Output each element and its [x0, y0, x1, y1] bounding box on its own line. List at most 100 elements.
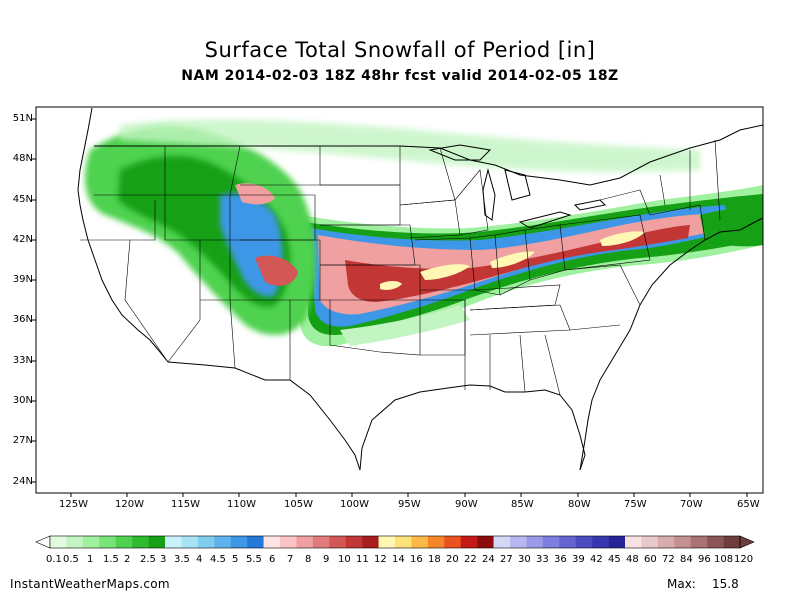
legend-swatch [165, 536, 182, 548]
legend-swatch [608, 536, 626, 548]
legend-swatch [214, 536, 232, 548]
legend-label: 36 [554, 554, 567, 565]
legend-label: 12 [374, 554, 387, 565]
legend-label: 6 [269, 554, 276, 565]
legend-swatch [592, 536, 609, 548]
legend-swatch [230, 536, 248, 548]
legend-label: 14 [392, 554, 405, 565]
lon-label-105w: 105W [284, 499, 313, 510]
legend-label: 4 [196, 554, 203, 565]
legend-label: 2.5 [140, 554, 156, 565]
legend-swatch [247, 536, 264, 548]
legend-label: 33 [536, 554, 549, 565]
legend-swatch [148, 536, 166, 548]
lon-label-110w: 110W [227, 499, 256, 510]
lon-ticks [70, 493, 748, 497]
legend-swatch [559, 536, 577, 548]
legend-label: 30 [518, 554, 531, 565]
lat-label-30n: 30N [12, 395, 33, 406]
gulf-coastline [359, 384, 586, 471]
lake-superior [428, 144, 492, 161]
lake-huron [504, 169, 531, 201]
legend-label: 60 [644, 554, 657, 565]
legend-label: 9 [323, 554, 330, 565]
legend-swatch [477, 536, 494, 548]
legend-swatch [444, 536, 462, 548]
legend-swatch [378, 536, 396, 548]
legend-swatch [312, 536, 330, 548]
lon-label-125w: 125W [59, 499, 88, 510]
legend-swatch [329, 536, 347, 548]
legend-label: 8 [305, 554, 312, 565]
legend-label: 16 [410, 554, 423, 565]
legend-label: 39 [572, 554, 585, 565]
legend-swatch [641, 536, 659, 548]
legend-swatch [197, 536, 215, 548]
lat-ticks [32, 118, 36, 483]
lat-label-51n: 51N [12, 113, 33, 124]
snow-max-yellow-4 [380, 281, 402, 290]
legend-label: 108 [714, 554, 734, 565]
legend-swatch [280, 536, 297, 548]
legend-label: 10 [338, 554, 351, 565]
legend-label: 11 [356, 554, 369, 565]
lon-label-115w: 115W [171, 499, 200, 510]
legend-arrow-low [35, 535, 51, 549]
legend-label: 2 [124, 554, 131, 565]
lon-label-100w: 100W [340, 499, 369, 510]
legend-label: 1.5 [103, 554, 119, 565]
lat-label-24n: 24N [12, 476, 33, 487]
credit-text: InstantWeatherMaps.com [10, 577, 170, 591]
legend-label: 72 [662, 554, 675, 565]
lon-label-90w: 90W [455, 499, 478, 510]
legend-colorbar [35, 535, 755, 549]
legend-label: 20 [446, 554, 459, 565]
lat-label-45n: 45N [12, 194, 33, 205]
legend-label: 5.5 [246, 554, 262, 565]
map-title: Surface Total Snowfall of Period [in] [204, 38, 596, 62]
legend-label: 18 [428, 554, 441, 565]
legend-label: 42 [590, 554, 603, 565]
mexico-border [167, 361, 361, 471]
lon-label-80w: 80W [568, 499, 591, 510]
legend-label: 120 [734, 554, 754, 565]
snow-max-yellow-2 [490, 251, 535, 268]
lake-erie [518, 211, 572, 229]
legend-swatch [690, 536, 708, 548]
legend-swatch [296, 536, 314, 548]
lon-label-65w: 65W [737, 499, 760, 510]
lon-label-85w: 85W [511, 499, 534, 510]
legend-swatch [625, 536, 642, 548]
legend-swatch [510, 536, 527, 548]
legend-swatch [263, 536, 281, 548]
legend-label: 0.1 [46, 554, 62, 565]
legend-label: 1 [87, 554, 94, 565]
legend-label: 5 [232, 554, 239, 565]
atlantic-coastline [579, 217, 763, 471]
legend-label: 4.5 [210, 554, 226, 565]
legend-swatch [707, 536, 724, 548]
legend-swatch [82, 536, 100, 548]
lat-label-42n: 42N [12, 234, 33, 245]
snow-max-yellow-3 [600, 231, 645, 246]
max-value: 15.8 [712, 577, 739, 591]
legend-swatch [181, 536, 199, 548]
legend-label: 24 [482, 554, 495, 565]
pacific-coastline [77, 107, 169, 363]
legend-swatch [411, 536, 429, 548]
legend-swatch [427, 536, 445, 548]
snow-mountains-red [255, 255, 298, 286]
lat-label-39n: 39N [12, 274, 33, 285]
lat-label-36n: 36N [12, 314, 33, 325]
legend-swatch [395, 536, 412, 548]
legend-swatch [657, 536, 675, 548]
legend-label: 48 [626, 554, 639, 565]
snow-shading [85, 119, 763, 347]
snow-canada-green [120, 119, 700, 172]
legend-swatch [575, 536, 593, 548]
legend-swatch [50, 536, 67, 548]
legend-swatch [132, 536, 149, 548]
legend-outline [49, 535, 741, 549]
lon-label-75w: 75W [624, 499, 647, 510]
